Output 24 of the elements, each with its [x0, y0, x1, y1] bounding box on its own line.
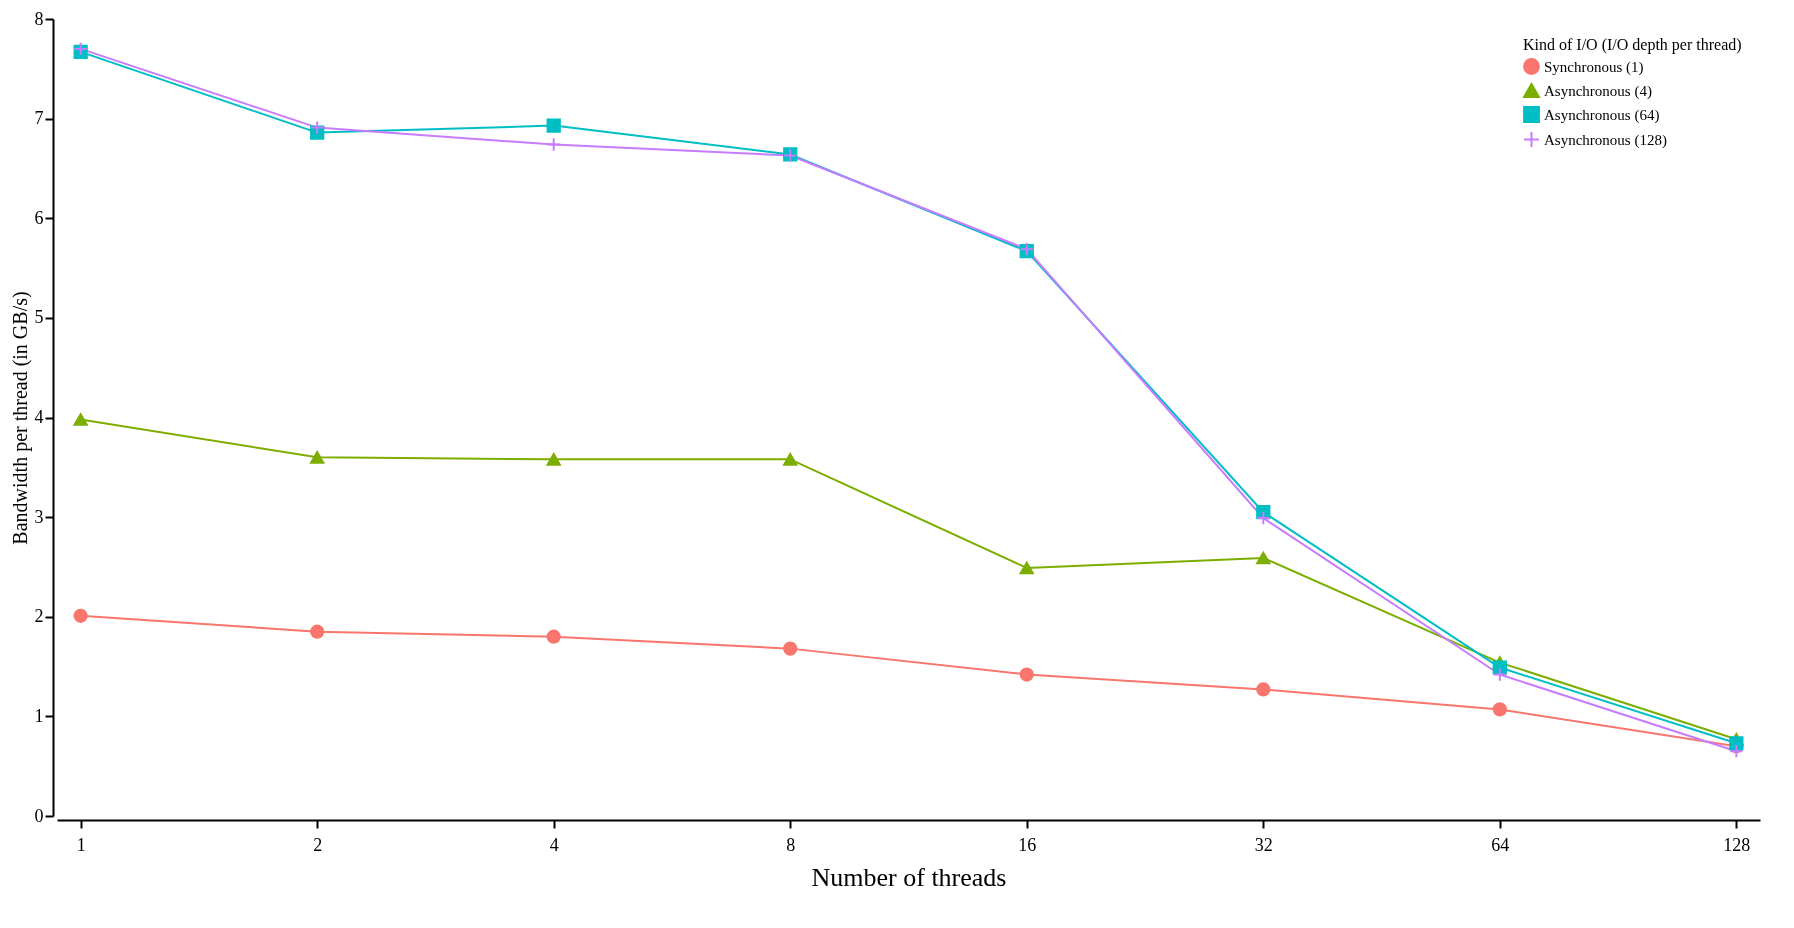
y-tick-label: 7 [34, 108, 44, 129]
y-tick-label: 3 [34, 506, 44, 527]
y-tick-label: 8 [34, 8, 44, 29]
x-tick-label: 8 [786, 834, 796, 855]
legend-label: Asynchronous (4) [1544, 82, 1652, 100]
x-tick-label: 16 [1018, 834, 1037, 855]
y-tick-label: 6 [34, 207, 44, 228]
y-tick-label: 1 [34, 705, 44, 726]
y-tick-label: 4 [34, 407, 44, 427]
legend-title: Kind of I/O (I/O depth per thread) [1523, 36, 1742, 54]
y-tick-label: 2 [34, 606, 44, 627]
y-tick-label: 5 [34, 307, 44, 328]
legend-label: Synchronous (1) [1544, 58, 1644, 76]
y-axis-title: Bandwidth per thread (in GB/s) [8, 291, 32, 545]
x-axis-title: Number of threads [811, 862, 1007, 892]
x-tick-label: 64 [1491, 834, 1510, 855]
x-tick-label: 128 [1723, 834, 1751, 855]
x-tick-label: 1 [76, 834, 86, 855]
x-tick-label: 4 [549, 834, 559, 855]
x-tick-label: 32 [1254, 834, 1273, 855]
y-tick-label: 0 [34, 805, 44, 826]
x-tick-label: 2 [313, 834, 323, 855]
legend-label: Asynchronous (64) [1544, 106, 1660, 124]
legend-label: Asynchronous (128) [1544, 131, 1667, 149]
